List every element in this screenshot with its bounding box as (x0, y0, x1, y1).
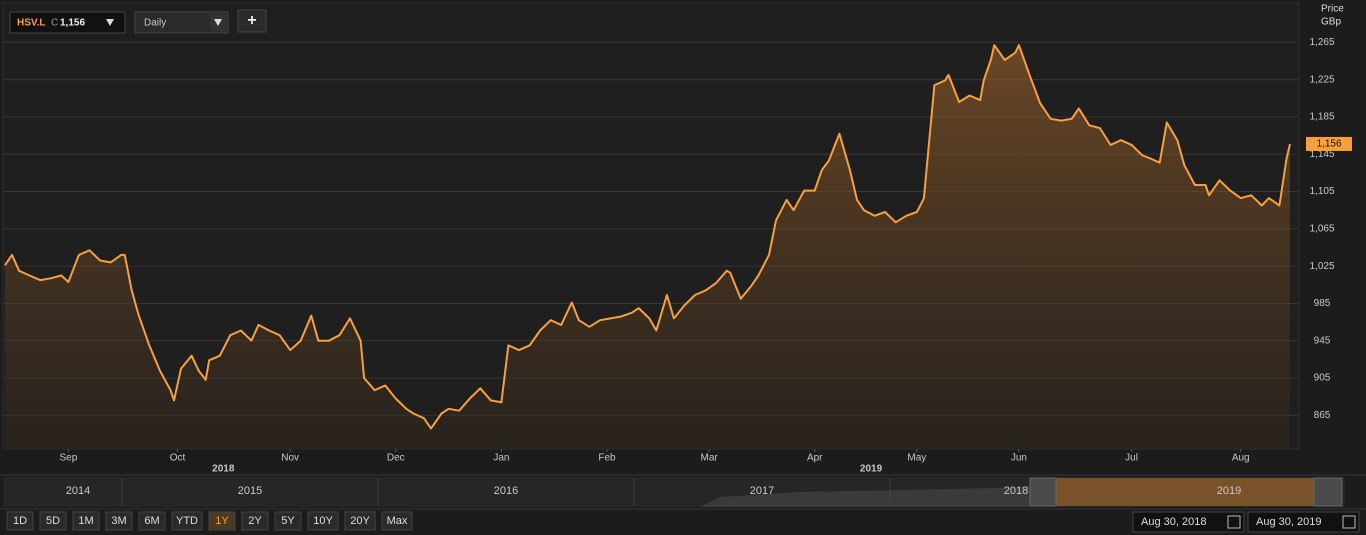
price-tag-label: 1,156 (1316, 139, 1341, 150)
range-label: 5D (46, 515, 60, 527)
y-tick-label: 1,105 (1309, 186, 1334, 197)
range-button[interactable] (307, 511, 339, 531)
year-label: 2018 (212, 464, 235, 475)
range-label: 1M (78, 515, 93, 527)
x-tick-label: Mar (700, 453, 718, 464)
y-tick-label: 905 (1314, 373, 1331, 384)
price-line (4, 44, 1291, 430)
x-tick-label: Aug (1232, 453, 1250, 464)
range-label: 6M (144, 515, 159, 527)
x-tick-label: Jan (493, 453, 509, 464)
range-button[interactable] (138, 511, 166, 531)
interval: Daily (144, 18, 166, 29)
range-label: 2Y (248, 515, 262, 527)
range-label: 20Y (350, 515, 370, 527)
range-button[interactable] (171, 511, 203, 531)
end-date: Aug 30, 2019 (1256, 516, 1321, 528)
range-label: 3M (111, 515, 126, 527)
navigator-year: 2017 (750, 485, 774, 497)
calendar-icon[interactable] (1227, 515, 1241, 529)
x-tick-label: Jun (1011, 453, 1027, 464)
range-label: 5Y (281, 515, 295, 527)
range-button[interactable] (6, 511, 34, 531)
x-tick-label: Apr (807, 453, 823, 464)
range-label: YTD (176, 515, 198, 527)
x-tick-label: Jul (1125, 453, 1138, 464)
range-button[interactable] (39, 511, 67, 531)
navigator-area (700, 486, 1030, 507)
y-tick-label: 865 (1314, 410, 1331, 421)
close-marker: C (51, 18, 58, 29)
y-tick-label: 1,145 (1309, 149, 1334, 160)
x-tick-label: Sep (59, 453, 77, 464)
start-date-box[interactable] (1132, 511, 1245, 533)
navigator-year: 2019 (1217, 485, 1241, 497)
range-button[interactable] (72, 511, 100, 531)
range-label: 10Y (313, 515, 333, 527)
year-label: 2019 (860, 464, 883, 475)
range-label: 1D (13, 515, 27, 527)
y-tick-label: 1,065 (1309, 223, 1334, 234)
calendar-icon[interactable] (1342, 515, 1356, 529)
symbol-box[interactable] (9, 11, 126, 34)
range-label: 1Y (215, 515, 229, 527)
navigator-year: 2014 (66, 485, 90, 497)
dropdown-arrow (214, 19, 222, 26)
range-button[interactable] (344, 511, 376, 531)
dropdown-arrow (106, 19, 114, 26)
range-button[interactable] (381, 511, 413, 531)
range-button[interactable] (105, 511, 133, 531)
y-axis-label: Price (1321, 4, 1344, 15)
area (5, 45, 1290, 448)
x-tick-label: Dec (387, 453, 405, 464)
navigator-year: 2015 (238, 485, 262, 497)
y-tick-label: 945 (1314, 335, 1331, 346)
range-button[interactable] (241, 511, 269, 531)
header-price: 1,156 (60, 18, 85, 29)
x-tick-label: Nov (281, 453, 299, 464)
x-tick-label: May (907, 453, 926, 464)
navigator-year: 2018 (1004, 485, 1028, 497)
navigator-handle[interactable] (1313, 477, 1343, 507)
navigator-handle[interactable] (1029, 477, 1057, 507)
y-tick-label: 1,025 (1309, 261, 1334, 272)
x-tick-label: Feb (598, 453, 616, 464)
range-label: Max (387, 515, 408, 527)
add-button: + (247, 12, 256, 29)
y-tick-label: 1,265 (1309, 37, 1334, 48)
y-axis-unit: GBp (1321, 17, 1341, 28)
range-button[interactable] (274, 511, 302, 531)
add-box[interactable] (237, 9, 267, 33)
y-tick-label: 1,185 (1309, 112, 1334, 123)
x-tick-label: Oct (170, 453, 186, 464)
start-date: Aug 30, 2018 (1141, 516, 1206, 528)
navigator-year: 2016 (494, 485, 518, 497)
price-tag (1306, 136, 1352, 151)
navigator-selection[interactable] (1030, 478, 1342, 506)
end-date-box[interactable] (1247, 511, 1360, 533)
range-button[interactable] (208, 511, 236, 531)
symbol: HSV.L (17, 18, 46, 29)
y-tick-label: 1,225 (1309, 74, 1334, 85)
y-tick-label: 985 (1314, 298, 1331, 309)
interval-box[interactable] (134, 11, 229, 34)
